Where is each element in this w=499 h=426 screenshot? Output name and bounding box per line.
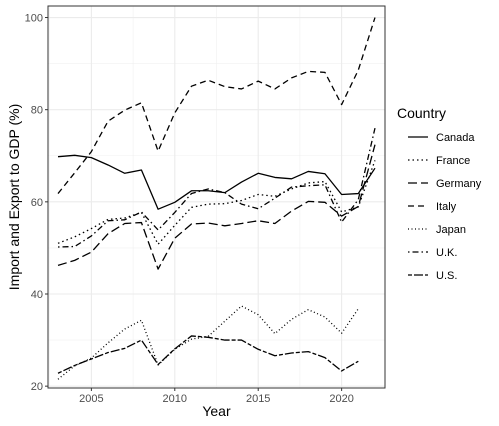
x-tick-label: 2010 <box>163 393 187 405</box>
y-axis-ticks: 20 40 60 80 100 <box>25 13 48 393</box>
y-tick-label: 100 <box>25 13 43 25</box>
y-axis-title: Import and Export to GDP (%) <box>6 104 22 290</box>
legend-label-japan: Japan <box>436 224 466 236</box>
x-tick-label: 2015 <box>246 393 270 405</box>
series-line-germany <box>57 144 376 270</box>
grid <box>48 6 385 388</box>
legend-label-france: France <box>436 155 470 167</box>
series-line-italy <box>57 17 376 194</box>
y-tick-label: 60 <box>31 197 43 209</box>
y-tick-label: 40 <box>31 289 43 301</box>
series-line-japan <box>57 305 359 380</box>
y-tick-label: 80 <box>31 105 43 117</box>
data-lines <box>57 17 376 380</box>
legend-label-canada: Canada <box>436 132 475 144</box>
x-axis-ticks: 2005 2010 2015 2020 <box>79 388 354 405</box>
x-axis-title: Year <box>202 403 231 419</box>
x-tick-label: 2020 <box>329 393 353 405</box>
series-line-u-k <box>57 127 376 248</box>
x-tick-label: 2005 <box>79 393 103 405</box>
series-line-u-s <box>57 335 359 374</box>
legend-title: Country <box>397 105 446 121</box>
plot-panel-border <box>47 5 386 389</box>
legend-label-u-k: U.K. <box>436 247 457 259</box>
legend-label-germany: Germany <box>436 178 482 190</box>
y-tick-label: 20 <box>31 381 43 393</box>
legend-label-italy: Italy <box>436 201 457 213</box>
series-line-canada <box>57 154 376 210</box>
legend-label-u-s: U.S. <box>436 270 457 282</box>
series-line-france <box>57 160 376 245</box>
legend: Country Canada France Germany Italy Japan U.K… <box>397 105 482 282</box>
